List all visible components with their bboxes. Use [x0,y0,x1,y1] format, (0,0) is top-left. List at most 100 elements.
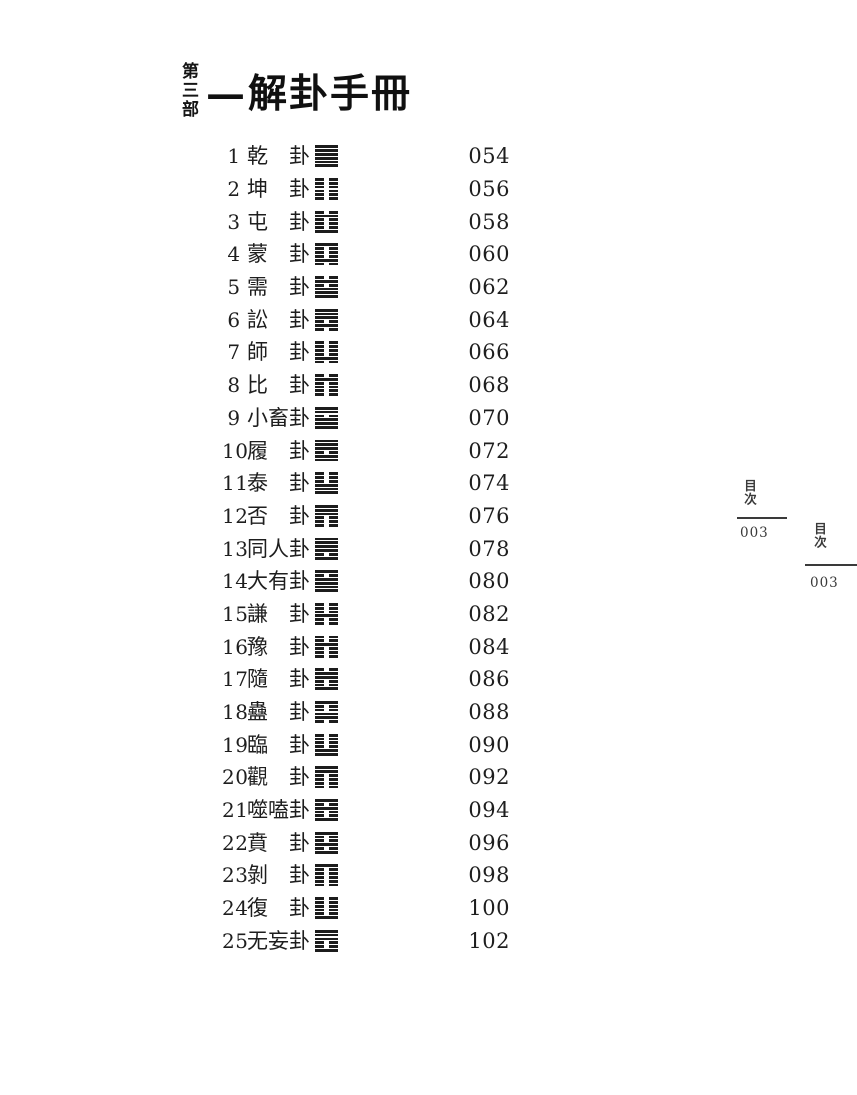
hexagram-line [315,687,338,691]
hexagram-line [315,883,338,887]
part-label: 第三部 [178,62,198,119]
hexagram-line [315,708,338,712]
margin-mark-divider [737,517,787,519]
hexagram-line [315,308,338,312]
toc-item-page-number: 080 [468,569,510,594]
toc-row: 6 訟卦 064 [222,303,510,336]
hexagram-line [315,904,338,908]
hexagram-line [315,929,338,933]
hexagram-icon [315,602,338,625]
hexagram-line [315,552,338,556]
hexagram-line [315,589,338,593]
toc-item-page-number: 078 [468,536,510,561]
hexagram-line [315,320,338,324]
toc-kua-suffix: 卦 [289,536,310,561]
toc-kua-suffix: 卦 [289,732,310,757]
toc-item-page-number: 060 [468,242,510,267]
hexagram-line [315,472,338,476]
toc-row: 17 隨卦 086 [222,663,510,696]
hexagram-line [315,316,338,320]
margin-mark: 目次 003 [737,478,787,544]
hexagram-line [315,153,338,156]
toc-item-page-number: 072 [468,438,510,463]
toc-item-name: 泰 [247,471,268,496]
title-text: 解卦手冊 [248,71,413,117]
hexagram-line [315,766,338,770]
hexagram-line [315,701,338,704]
toc-kua-suffix: 卦 [289,340,310,365]
toc-kua-suffix: 卦 [289,307,310,332]
hexagram-line [315,618,338,622]
hexagram-line [315,508,338,512]
hexagram-line [315,679,338,683]
hexagram-icon [315,864,338,887]
hexagram-line [315,414,338,418]
hexagram-line [315,614,338,618]
hexagram-line [315,476,338,479]
toc-row: 23 剝卦 098 [222,859,510,892]
toc-item-page-number: 096 [468,830,510,855]
toc-row: 12 否卦 076 [222,500,510,533]
hexagram-line [315,639,338,643]
hexagram-line [315,149,338,152]
hexagram-icon [315,145,338,168]
hexagram-line [315,602,338,606]
hexagram-line [315,948,338,952]
toc-kua-suffix: 卦 [289,209,310,234]
toc-row: 11 泰卦 074 [222,467,510,500]
toc-row: 13 同人卦 078 [222,532,510,565]
toc-item-number: 21 [222,798,249,823]
hexagram-icon [315,341,338,364]
hexagram-line [315,818,338,822]
hexagram-icon [315,668,338,691]
hexagram-icon [315,406,338,429]
toc-row: 20 觀卦 092 [222,761,510,794]
hexagram-line [315,737,338,741]
hexagram-line [315,406,338,410]
hexagram-line [315,512,338,516]
hexagram-icon [315,701,338,723]
margin-mark: 目次 003 [805,521,857,593]
hexagram-line [315,606,338,610]
hexagram-line [315,341,338,345]
toc-item-page-number: 058 [468,209,510,234]
toc-item-name: 豫 [247,634,268,659]
hexagram-line [315,933,338,937]
hexagram-line [315,875,338,879]
hexagram-line [315,291,338,295]
hexagram-icon [315,210,338,233]
toc-item-number: 13 [222,536,249,561]
toc-row: 18 蠱卦 088 [222,696,510,729]
toc-item-page-number: 074 [468,471,510,496]
hexagram-line [315,843,338,847]
toc-item-page-number: 056 [468,177,510,202]
hexagram-icon [315,570,338,593]
toc-item-page-number: 064 [468,307,510,332]
hexagram-line [315,581,338,585]
hexagram-line [315,385,338,389]
toc-row: 25 无妄卦 102 [222,925,510,958]
hexagram-line [315,389,338,393]
hexagram-line [315,683,338,687]
toc-item-number: 18 [222,700,249,725]
toc-item-number: 8 [227,373,241,398]
hexagram-line [315,483,338,487]
hexagram-icon [315,929,338,952]
hexagram-line [315,210,338,214]
hexagram-icon [315,537,338,560]
toc-item-number: 12 [222,503,249,528]
toc-item-number: 23 [222,863,249,888]
hexagram-line [315,654,338,658]
toc-item-name: 復 [247,896,268,921]
hexagram-line [315,443,338,447]
hexagram-icon [315,308,338,331]
hexagram-line [315,799,338,802]
toc-item-name: 乾 [247,144,268,169]
toc-item-page-number: 102 [468,928,510,953]
hexagram-line [315,537,338,541]
toc-item-name: 无妄 [247,928,289,953]
hexagram-line [315,439,338,443]
toc-item-page-number: 066 [468,340,510,365]
toc-kua-suffix: 卦 [289,405,310,430]
toc-kua-suffix: 卦 [289,438,310,463]
